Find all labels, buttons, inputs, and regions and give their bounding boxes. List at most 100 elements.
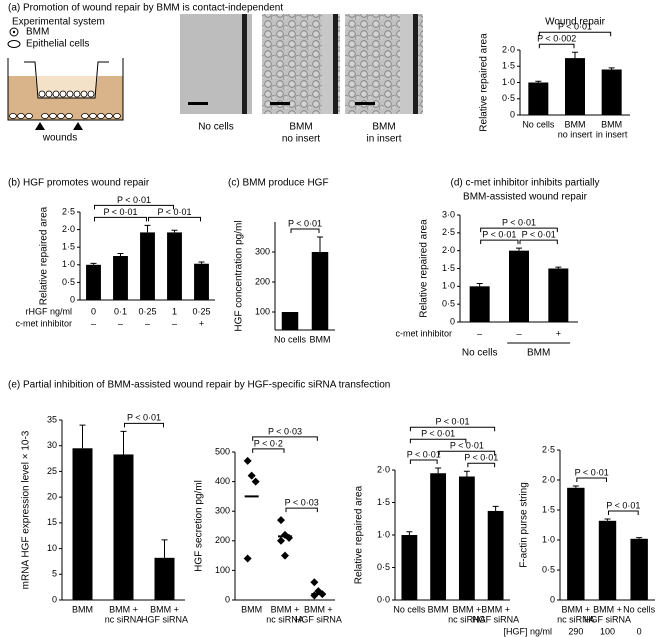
y-tick-label: 0·5 — [62, 277, 75, 287]
error-bar — [604, 518, 611, 521]
error-bar — [435, 467, 442, 474]
error-bar — [406, 531, 413, 535]
bar — [528, 82, 549, 115]
epithelial-cell — [89, 113, 97, 119]
significance-bracket — [608, 510, 639, 515]
scale-bar — [270, 102, 290, 105]
data-point — [251, 477, 260, 486]
bar — [281, 312, 299, 330]
y-tick-label: 2·5 — [442, 227, 455, 237]
y-tick-label: 1·5 — [542, 504, 555, 514]
significance-bracket — [148, 216, 201, 222]
row-label: c-met inhibitor — [395, 328, 452, 338]
significance-bracket — [252, 436, 318, 441]
epithelial-cell — [105, 113, 113, 119]
row-label: [HGF] ng/ml — [503, 626, 552, 636]
y-axis-label: Relative repaired area — [354, 485, 365, 584]
x-tick-label: nc siRNA — [105, 614, 143, 624]
chart-title: Wound repair — [545, 17, 606, 28]
significance-label: P < 0·01 — [502, 218, 536, 228]
x-tick-label: BMM + — [561, 604, 590, 614]
dish — [7, 58, 124, 121]
chart-title: (c) BMM produce HGF — [228, 178, 329, 189]
x-tick-label: HGF siRNA — [141, 614, 188, 624]
y-tick-label: 1·0 — [62, 259, 75, 269]
bmm-cell — [80, 90, 88, 98]
group-label: BMM — [527, 348, 550, 359]
significance-label: P < 0·01 — [450, 441, 484, 451]
significance-bracket — [285, 507, 318, 513]
y-tick-label: 400 — [215, 476, 230, 486]
x-tick-label: 1 — [172, 306, 177, 316]
error-bar — [572, 485, 579, 488]
y-tick-label: 1·0 — [502, 77, 515, 87]
y-tick-label: 0 — [450, 316, 455, 326]
y-tick-label: 100 — [255, 306, 270, 316]
bar — [140, 232, 155, 300]
y-tick-label: 2·0 — [542, 474, 555, 484]
significance-bracket — [409, 426, 496, 432]
bar — [194, 263, 209, 300]
row-label: rHGF ng/ml — [25, 306, 72, 316]
wound-arrow — [73, 122, 83, 130]
y-tick-label: 500 — [215, 446, 230, 456]
error-bar — [608, 67, 615, 70]
y-axis-label: HGF secretion pg/ml — [194, 480, 205, 572]
x-tick-label: BMM + — [481, 604, 510, 614]
x-tick-label: BMM — [310, 334, 331, 344]
significance-label: P < 0·002 — [537, 34, 576, 44]
significance-bracket — [480, 227, 558, 233]
epithelial-cell — [81, 113, 89, 119]
y-axis-label: Relative repaired area — [479, 33, 490, 132]
error-bar — [161, 539, 168, 558]
significance-label: P < 0·2 — [254, 438, 283, 448]
bar — [565, 58, 585, 115]
x-tick-label: BMM — [241, 604, 262, 614]
bar — [113, 454, 134, 600]
error-bar — [555, 266, 562, 269]
error-bar — [535, 80, 542, 83]
y-tick-label: 2·5 — [542, 444, 555, 454]
bar — [401, 535, 418, 600]
error-bar — [120, 430, 127, 455]
significance-bracket — [438, 450, 496, 456]
y-tick-label: 10 — [47, 543, 57, 553]
significance-bracket — [409, 459, 438, 465]
x-tick-label: 0 — [91, 306, 96, 316]
significance-label: P < 0·01 — [435, 417, 469, 427]
x-tick-label: – — [477, 328, 482, 338]
epithelial-cell — [113, 113, 121, 119]
y-axis-label: Relative repaired area — [39, 206, 50, 305]
significance-label: P < 0·01 — [117, 195, 151, 205]
y-tick-label: 300 — [215, 506, 230, 516]
x-tick-label: HGF siRNA — [584, 614, 631, 624]
y-tick-label: 2·0 — [377, 464, 390, 474]
y-tick-label: 0·0 — [377, 594, 390, 604]
x-tick-label: – — [516, 328, 521, 338]
data-point — [247, 471, 256, 480]
error-bar — [492, 505, 499, 511]
y-tick-label: 0·5 — [542, 564, 555, 574]
row-label: c-met inhibitor — [15, 318, 72, 328]
y-tick-label: 1·5 — [377, 497, 390, 507]
wound-gap — [400, 14, 413, 114]
significance-label: P < 0·01 — [482, 230, 516, 240]
panel-a-title: (a) Promotion of wound repair by BMM is … — [8, 3, 283, 14]
y-tick-label: 300 — [255, 246, 270, 256]
x-tick-label: BMM — [601, 119, 622, 129]
x-tick-label: BMM + — [304, 604, 333, 614]
chart-title: (b) HGF promotes wound repair — [8, 178, 150, 189]
x-tick-label: 0·1 — [114, 306, 127, 316]
x-tick-label: BMM + — [109, 604, 138, 614]
y-tick-label: 1·5 — [502, 61, 515, 71]
bar — [154, 557, 175, 600]
y-axis-label: HGF concentration pg/ml — [234, 220, 245, 331]
error-bar — [463, 470, 470, 477]
wound-edge — [413, 14, 418, 114]
x-tick-label: 100 — [600, 626, 615, 636]
x-tick-label: 0·25 — [192, 306, 210, 316]
significance-label: P < 0·01 — [575, 467, 609, 477]
x-tick-label: No cells — [274, 334, 307, 344]
x-tick-label: 290 — [568, 626, 583, 636]
